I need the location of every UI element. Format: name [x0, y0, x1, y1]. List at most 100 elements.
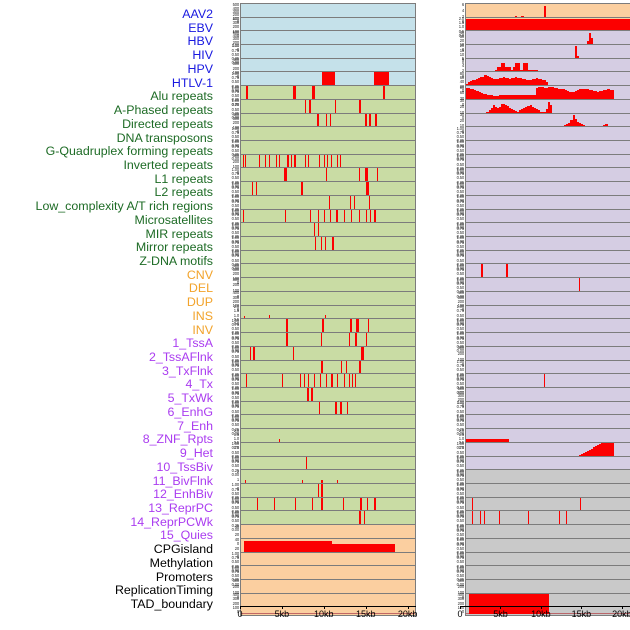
- y-tick-label: 0: [461, 46, 464, 52]
- y-tick-label: 0.5: [233, 316, 239, 322]
- data-bar: [545, 19, 549, 39]
- data-bar: [607, 19, 610, 39]
- left-y-ticks: 1.00 0.75 0.50 0.25 0.00: [216, 385, 240, 412]
- data-bar: [502, 19, 506, 39]
- y-tick-label: 0: [236, 170, 239, 176]
- data-bar: [593, 447, 596, 464]
- y-tick-label: 0.75: [456, 212, 465, 218]
- right-y-ticks: 1.00 0.75 0.50 0.25 0.00: [441, 248, 465, 275]
- y-tick-label: 0: [236, 279, 239, 285]
- y-tick-label: 0.25: [231, 495, 240, 501]
- y-tick-label: 20: [459, 38, 464, 44]
- y-tick-label: 0.25: [456, 248, 465, 254]
- data-bar: [354, 333, 357, 354]
- y-tick-label: 0: [236, 19, 239, 25]
- y-tick-label: 200: [232, 120, 240, 126]
- data-bar: [337, 374, 339, 395]
- y-tick-label: 0.75: [231, 349, 240, 355]
- data-bar: [515, 63, 518, 80]
- y-tick-label: 100: [457, 589, 465, 595]
- track-label: 8_ZNF_Rpts: [142, 432, 213, 447]
- y-tick-label: 0.00: [456, 279, 465, 285]
- left-y-ticks: 1.00 0.75 0.50 0.25 0.00: [216, 97, 240, 124]
- data-bar: [359, 360, 361, 382]
- data-bar: [566, 511, 568, 532]
- y-tick-label: 0.00: [231, 417, 240, 423]
- y-tick-label: 0.00: [231, 224, 240, 230]
- y-tick-label: 500: [457, 386, 465, 392]
- y-tick-label: 1.5: [458, 20, 464, 26]
- data-bar: [590, 19, 594, 39]
- data-bar: [352, 374, 354, 395]
- y-tick-label: 0.00: [456, 526, 465, 532]
- y-tick-label: 0.75: [231, 143, 240, 149]
- data-bar: [337, 154, 339, 176]
- data-bar: [523, 19, 526, 39]
- data-bar: [562, 89, 565, 107]
- y-tick-label: 0.75: [231, 129, 240, 135]
- right-y-ticks: 20 15 10 5 0: [441, 42, 465, 69]
- y-tick-label: 0.75: [231, 225, 240, 231]
- data-bar: [320, 333, 323, 354]
- left-x-axis: 0 5kb 10kb 15kb 20kb: [237, 605, 417, 622]
- data-bar: [580, 88, 583, 107]
- data-bar: [511, 19, 514, 39]
- y-tick-label: 200: [232, 39, 240, 45]
- x-tick-label: 5kb: [274, 608, 290, 619]
- y-tick-label: 1.5: [458, 431, 464, 437]
- y-tick-label: 0.75: [456, 514, 465, 520]
- right-track-panel[interactable]: [465, 592, 630, 617]
- data-bar: [256, 497, 258, 519]
- right-y-ticks: 1.00 0.75 0.50 0.25 0.00: [441, 317, 465, 344]
- right-y-ticks: 1.00 0.75 0.50 0.25 0.00: [441, 303, 465, 330]
- y-tick-label: 0.5: [458, 440, 464, 446]
- y-tick-label: 200: [457, 350, 465, 356]
- x-tick-mark: [365, 605, 367, 609]
- y-tick-label: 0.50: [231, 339, 240, 345]
- y-tick-label: 0.25: [456, 426, 465, 432]
- y-tick-label: 0.25: [456, 152, 465, 158]
- y-tick-label: 400: [457, 592, 465, 598]
- y-tick-label: 0.25: [456, 385, 465, 391]
- right-y-ticks: 1.00 0.75 0.50 0.25 0.00: [441, 413, 465, 440]
- right-y-ticks: 300 200 100 0: [441, 344, 465, 371]
- track-label: CNV: [186, 267, 213, 282]
- track-label: 15_Quies: [159, 528, 213, 543]
- data-bar: [588, 32, 592, 52]
- data-bar: [541, 19, 545, 39]
- data-bar: [593, 90, 596, 107]
- x-tick-mark: [500, 605, 502, 609]
- y-tick-label: 0.75: [456, 459, 465, 465]
- y-tick-label: 0.25: [231, 110, 240, 116]
- y-tick-label: 0.25: [231, 97, 240, 103]
- data-bar: [478, 19, 481, 39]
- y-tick-label: 0.75: [456, 472, 465, 478]
- data-bar: [480, 19, 483, 39]
- data-bar: [578, 278, 581, 299]
- data-bar: [531, 19, 534, 39]
- y-tick-label: 0.25: [456, 316, 465, 322]
- data-bar: [584, 19, 588, 39]
- data-bar: [556, 88, 559, 107]
- data-bar: [576, 19, 579, 39]
- y-tick-label: 40: [459, 79, 464, 85]
- track-label: DNA transposons: [116, 130, 213, 145]
- y-tick-label: 0.75: [456, 363, 465, 369]
- y-tick-label: 0.75: [231, 376, 240, 382]
- data-bar: [564, 19, 567, 39]
- y-tick-label: 0: [461, 87, 464, 93]
- left-track-panel[interactable]: [240, 592, 416, 617]
- track-label: ReplicationTiming: [114, 583, 213, 598]
- y-tick-label: 1.00: [231, 386, 240, 392]
- data-bar: [275, 154, 277, 176]
- x-tick-mark: [621, 605, 623, 609]
- y-tick-label: 0.25: [231, 385, 240, 391]
- data-bar: [502, 63, 506, 80]
- y-tick-label: 0.50: [456, 463, 465, 469]
- y-tick-label: 0: [461, 115, 464, 121]
- y-tick-label: 0.25: [231, 371, 240, 377]
- right-y-ticks: 90 60 30 0: [441, 83, 465, 110]
- y-tick-label: 200: [232, 584, 240, 590]
- y-tick-label: 100: [232, 43, 240, 49]
- y-tick-label: 0.25: [456, 577, 465, 583]
